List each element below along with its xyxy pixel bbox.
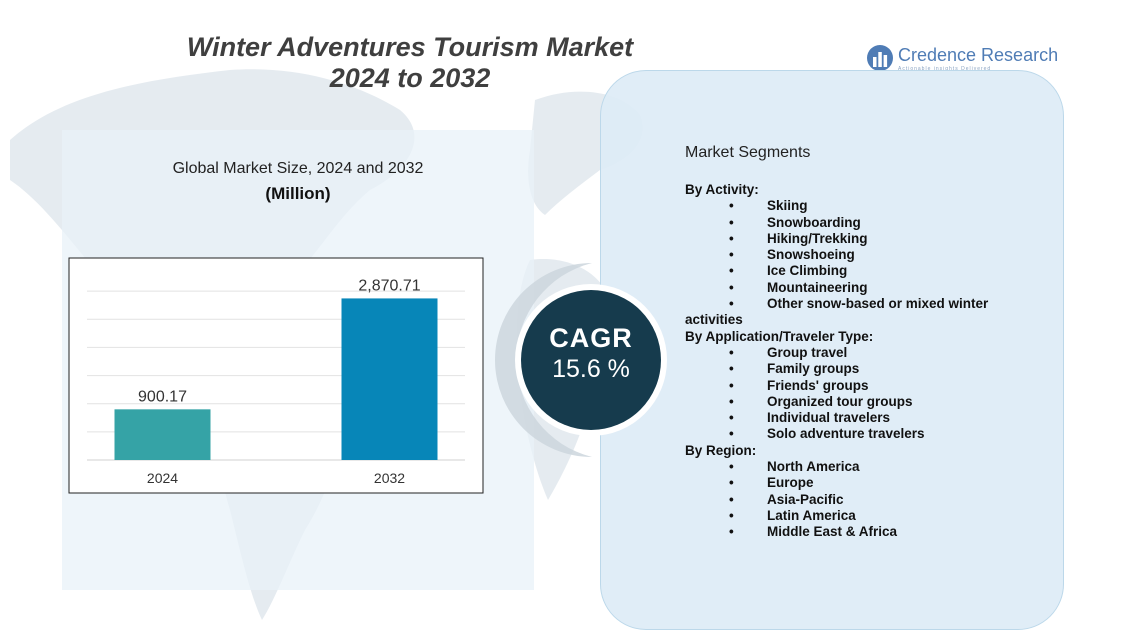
bar-chart-logo-icon (867, 45, 893, 71)
segment-item: North America (685, 459, 1015, 476)
segment-item: Friends' groups (685, 378, 1015, 395)
segment-item: Hiking/Trekking (685, 231, 1015, 248)
chart-title: Global Market Size, 2024 and 2032 (172, 160, 424, 177)
page-title: Winter Adventures Tourism Market 2024 to… (150, 32, 670, 94)
segment-item: Skiing (685, 198, 1015, 215)
segment-item: Solo adventure travelers (685, 426, 1015, 443)
segments-list: By Activity:SkiingSnowboardingHiking/Tre… (685, 182, 1015, 541)
value-label-2024: 900.17 (138, 388, 187, 405)
chart-subtitle: (Million) (265, 184, 331, 203)
segment-item: Asia-Pacific (685, 492, 1015, 509)
title-line-1: Winter Adventures Tourism Market (186, 32, 634, 62)
title-line-2: 2024 to 2032 (329, 63, 491, 93)
segment-item: Latin America (685, 508, 1015, 525)
logo-name: Credence Research (898, 45, 1059, 65)
value-label-2032: 2,870.71 (358, 277, 420, 294)
segment-item: Snowshoeing (685, 247, 1015, 264)
segment-heading: By Region: (685, 442, 757, 458)
cagr-circle (521, 290, 661, 430)
logo-tagline: Actionable insights Delivered (898, 66, 992, 72)
category-label-2024: 2024 (147, 470, 178, 486)
segment-item: Middle East & Africa (685, 524, 1015, 541)
segment-item: Group travel (685, 345, 1015, 362)
segment-item: Other snow-based or mixed winter activit… (685, 296, 995, 329)
bar-2032 (341, 298, 438, 460)
segment-heading: By Activity: (685, 182, 759, 197)
segment-item: Organized tour groups (685, 394, 1015, 411)
segments-title: Market Segments (685, 144, 811, 161)
segment-item: Family groups (685, 361, 1015, 378)
bar-2024 (114, 409, 211, 460)
segment-item: Europe (685, 475, 1015, 492)
credence-research-logo: Credence Research Actionable insights De… (866, 44, 1059, 74)
segment-item: Ice Climbing (685, 263, 1015, 280)
cagr-value: 15.6 % (552, 355, 630, 383)
cagr-text: CAGR 15.6 % (520, 322, 662, 384)
cagr-badge (495, 263, 667, 457)
segment-item: Individual travelers (685, 410, 1015, 427)
segment-item: Mountaineering (685, 280, 1015, 297)
category-label-2032: 2032 (374, 470, 405, 486)
cagr-label: CAGR (549, 323, 633, 353)
segment-item: Snowboarding (685, 215, 1015, 232)
segment-item-text: Other snow-based or mixed winter activit… (685, 296, 989, 328)
segment-heading: By Application/Traveler Type: (685, 328, 874, 344)
